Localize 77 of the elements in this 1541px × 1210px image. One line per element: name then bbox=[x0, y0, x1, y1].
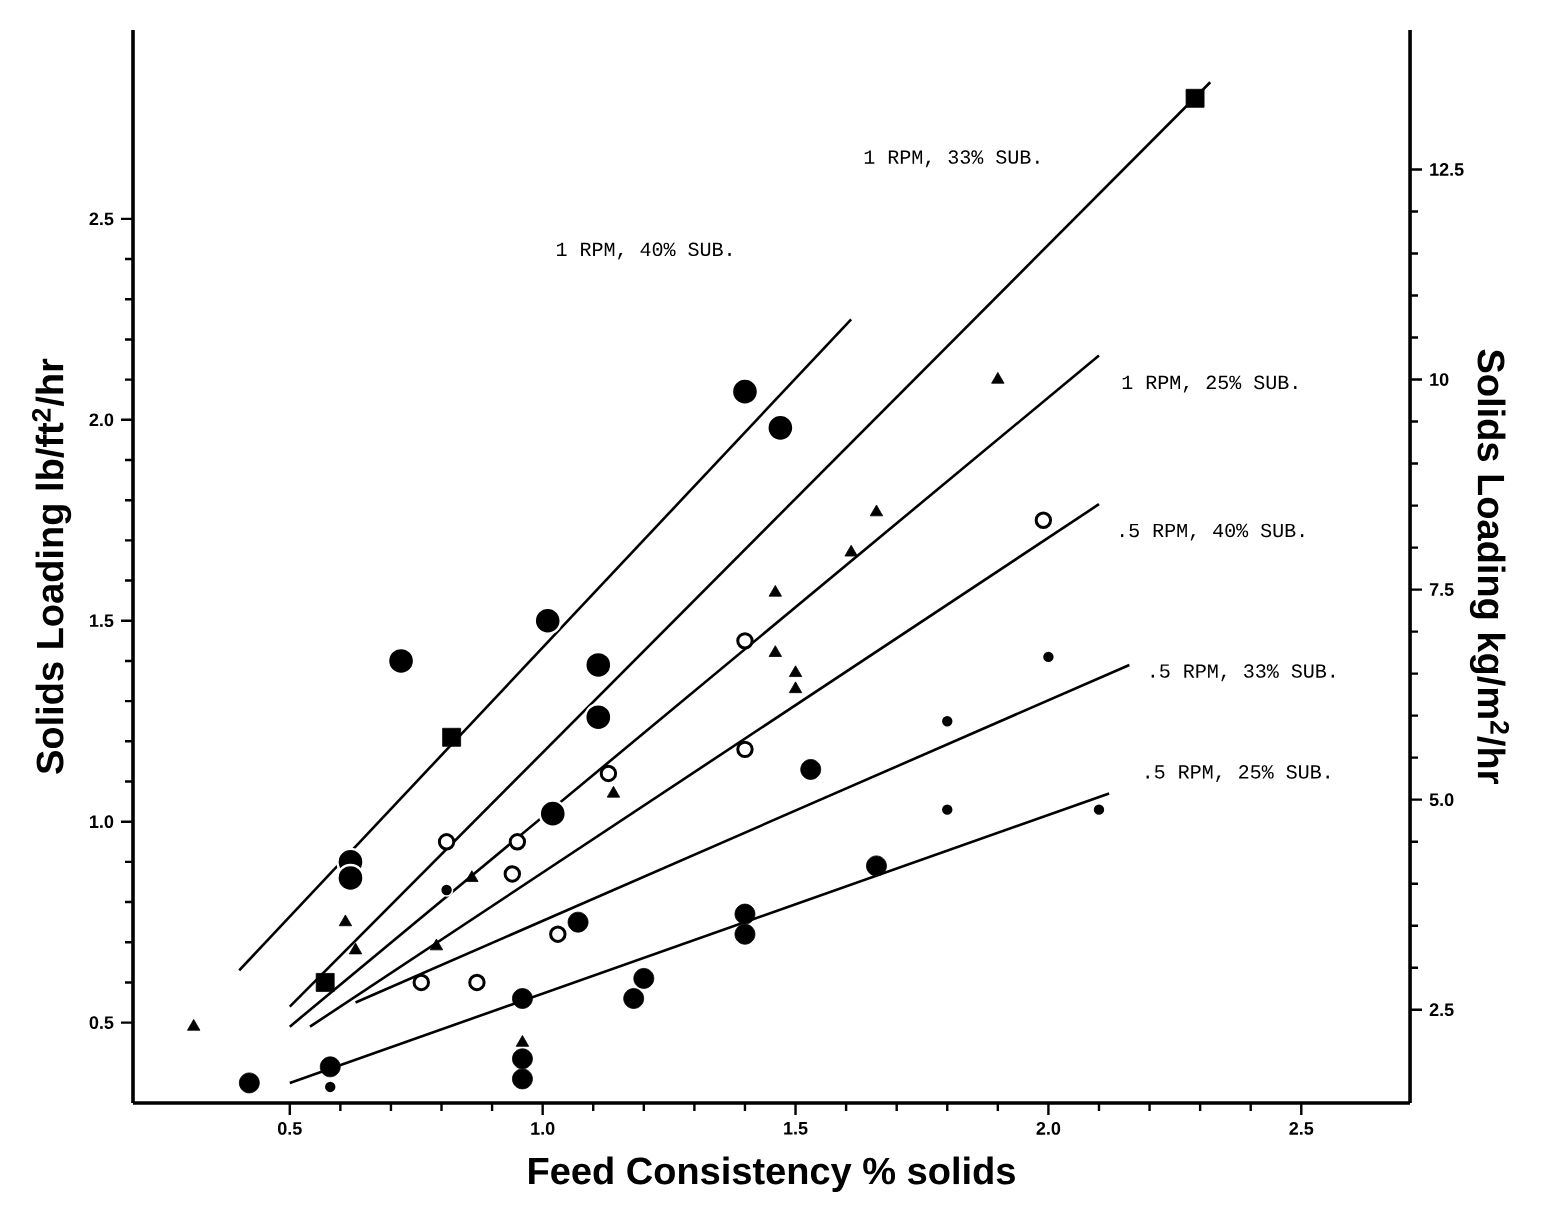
point bbox=[412, 973, 430, 992]
point bbox=[429, 938, 444, 951]
point bbox=[187, 1019, 201, 1031]
point bbox=[599, 764, 618, 783]
point bbox=[538, 799, 567, 828]
x-axis-title: Feed Consistency % solids bbox=[529, 1156, 1015, 1192]
point bbox=[584, 702, 613, 732]
annotation: 1 RPM, 40% SUB. bbox=[556, 242, 731, 260]
y2-tick-label: 2.5 bbox=[1429, 1003, 1454, 1017]
point bbox=[348, 942, 363, 955]
point bbox=[866, 855, 887, 877]
annotation: .5 RPM, 33% SUB. bbox=[1151, 664, 1334, 682]
y2-tick-label: 7.5 bbox=[1429, 583, 1454, 596]
point bbox=[1092, 802, 1106, 817]
point bbox=[515, 1035, 530, 1047]
point bbox=[869, 504, 884, 517]
y-tick-label: 1.5 bbox=[90, 614, 114, 628]
x-tick-label: 1.0 bbox=[531, 1122, 555, 1135]
point bbox=[437, 833, 456, 851]
y-tick-label: 1.0 bbox=[90, 815, 114, 829]
y-tick-label: 0.5 bbox=[89, 1016, 114, 1030]
point bbox=[736, 632, 754, 650]
x-tick-label: 2.0 bbox=[1036, 1122, 1061, 1135]
point bbox=[734, 903, 756, 925]
point bbox=[940, 802, 955, 817]
point bbox=[386, 646, 416, 676]
point bbox=[465, 870, 479, 882]
y2-tick-label: 12.5 bbox=[1430, 163, 1464, 176]
point bbox=[730, 377, 760, 406]
point bbox=[512, 988, 533, 1009]
point bbox=[1034, 511, 1053, 529]
y2-tick-label: 10 bbox=[1430, 373, 1449, 386]
point bbox=[319, 1056, 341, 1078]
point bbox=[549, 925, 567, 943]
point bbox=[323, 1080, 338, 1094]
point bbox=[633, 968, 655, 989]
y-axis-title: Solids Loading lb/ft$^{2}$/hr bbox=[32, 358, 72, 774]
annotation: 1 RPM, 25% SUB. bbox=[1122, 375, 1297, 393]
annotation: 1 RPM, 33% SUB. bbox=[864, 150, 1039, 168]
annotation: .5 RPM, 25% SUB. bbox=[1146, 765, 1329, 783]
point bbox=[1041, 650, 1056, 664]
point bbox=[584, 650, 613, 680]
point bbox=[315, 973, 335, 992]
point bbox=[1185, 88, 1205, 108]
point bbox=[439, 883, 454, 897]
point bbox=[606, 785, 621, 798]
point bbox=[238, 1072, 260, 1094]
point bbox=[766, 413, 795, 443]
point bbox=[512, 1068, 533, 1090]
point bbox=[736, 740, 754, 759]
x-tick-label: 1.5 bbox=[784, 1122, 808, 1135]
point bbox=[940, 714, 955, 729]
y-tick-label: 2.0 bbox=[89, 413, 114, 427]
point bbox=[336, 863, 365, 893]
point bbox=[768, 645, 782, 657]
x-tick-label: 0.5 bbox=[277, 1122, 302, 1135]
point bbox=[508, 833, 527, 851]
y-tick-label: 2.5 bbox=[89, 212, 114, 226]
y2-tick-label: 5.0 bbox=[1429, 793, 1454, 807]
point bbox=[800, 759, 822, 780]
y2-axis-title: Solids Loading kg/m$^{2}$/hr bbox=[1469, 349, 1510, 784]
point bbox=[442, 727, 462, 747]
point bbox=[734, 923, 756, 945]
point bbox=[503, 865, 522, 883]
point bbox=[844, 544, 858, 557]
point bbox=[788, 681, 803, 694]
point bbox=[768, 585, 782, 597]
point bbox=[512, 1048, 533, 1070]
point bbox=[468, 973, 486, 992]
point bbox=[338, 914, 353, 927]
point bbox=[788, 665, 803, 677]
point bbox=[533, 606, 562, 635]
point bbox=[623, 988, 645, 1009]
point bbox=[991, 372, 1005, 384]
annotation: .5 RPM, 40% SUB. bbox=[1121, 523, 1304, 541]
point bbox=[567, 911, 589, 933]
x-tick-label: 2.5 bbox=[1289, 1122, 1314, 1135]
